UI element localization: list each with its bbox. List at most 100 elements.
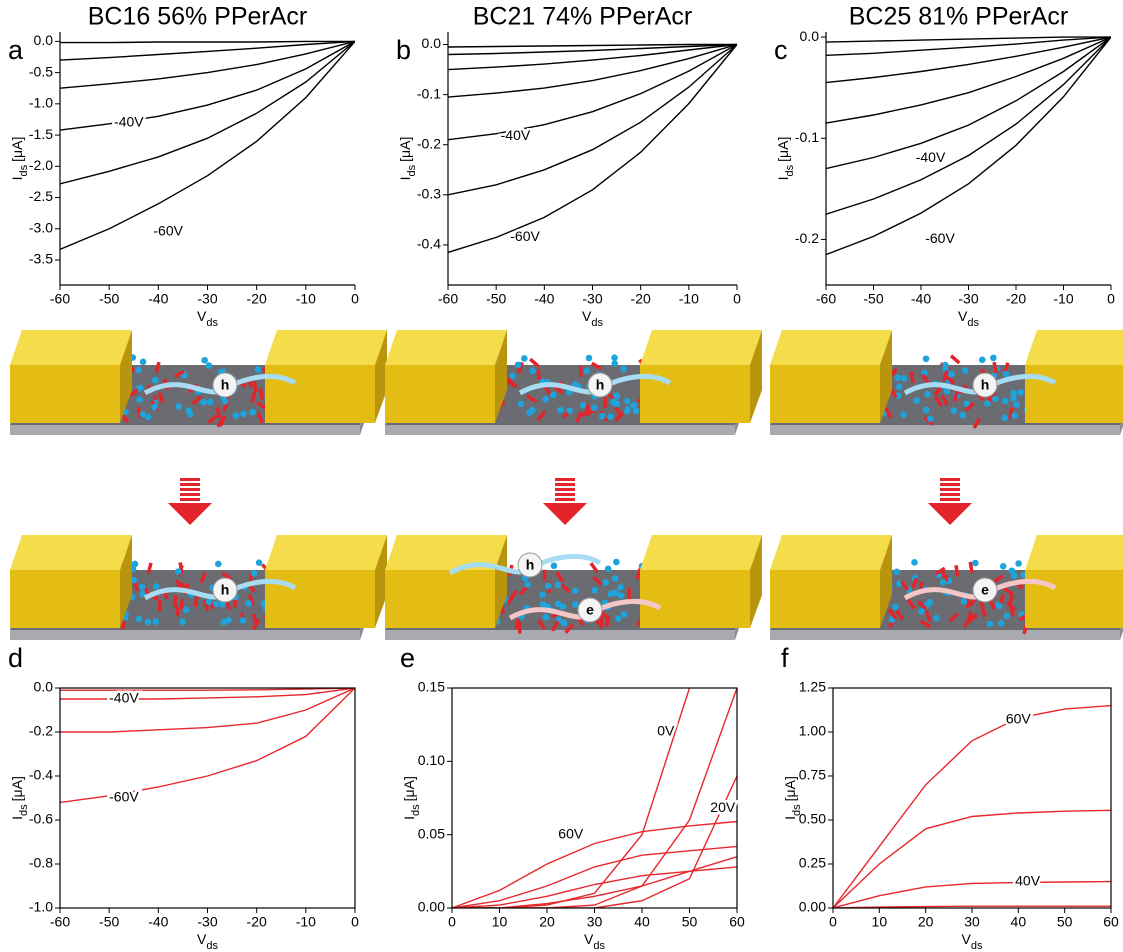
x-tick-label: -20 <box>631 291 651 307</box>
y-label-unit: [μA] <box>9 776 25 801</box>
electrode-front <box>1025 570 1123 628</box>
y-tick-label: 0.10 <box>418 752 445 768</box>
y-tick-label: 0.0 <box>34 679 54 695</box>
x-tick-label: 40 <box>634 914 650 930</box>
y-label-unit: [μA] <box>782 776 798 801</box>
acceptor-domain <box>984 400 991 407</box>
y-tick-label: -0.2 <box>795 230 819 246</box>
data-line <box>60 41 355 88</box>
arrow-stripe <box>180 488 200 491</box>
y-tick-label: 0.15 <box>418 679 445 695</box>
x-tick-label: 50 <box>682 914 698 930</box>
y-tick-label: -2.0 <box>29 157 53 173</box>
y-axis-label: Ids[μA] <box>775 137 796 181</box>
acceptor-domain <box>602 579 609 586</box>
data-line <box>452 822 737 909</box>
y-tick-label: -3.5 <box>29 251 53 267</box>
acceptor-domain <box>959 412 966 419</box>
acceptor-domain <box>621 611 628 618</box>
curve-label: 60V <box>1006 710 1032 726</box>
figure: hhhhhee-60-50-40-30-20-1000.0-0.5-1.0-1.… <box>0 0 1123 952</box>
acceptor-domain <box>179 618 186 625</box>
arrow-stripe <box>180 493 200 496</box>
y-tick-label: -3.0 <box>29 219 53 235</box>
arrow-stripe <box>180 478 200 481</box>
data-line <box>60 41 355 130</box>
x-axis-label: Vds <box>584 931 605 952</box>
acceptor-domain <box>896 383 903 390</box>
y-tick-label: -0.4 <box>29 767 53 783</box>
y-tick-label: 0.00 <box>799 899 826 915</box>
data-line <box>826 37 1111 83</box>
y-tick-label: 0.0 <box>800 28 820 44</box>
data-line <box>452 776 737 908</box>
acceptor-domain <box>612 575 619 582</box>
acceptor-domain <box>900 411 907 418</box>
acceptor-domain <box>207 399 214 406</box>
acceptor-domain <box>586 355 593 362</box>
y-tick-label: 0.00 <box>418 899 445 915</box>
acceptor-domain <box>542 614 549 621</box>
x-label-sub: ds <box>593 940 605 952</box>
x-tick-label: 20 <box>539 914 555 930</box>
x-tick-label: 40 <box>1011 914 1027 930</box>
carrier-label: h <box>221 377 230 393</box>
acceptor-domain <box>515 361 522 368</box>
substrate-front <box>770 630 1120 640</box>
data-line <box>60 41 355 60</box>
device-schematic: h <box>770 330 1123 435</box>
panel-label: c <box>774 35 788 65</box>
x-axis-label: Vds <box>958 308 979 329</box>
x-axis-label: Vds <box>197 308 218 329</box>
data-line <box>60 688 355 802</box>
x-tick-label: -30 <box>197 291 217 307</box>
acceptor-domain <box>136 396 143 403</box>
acceptor-domain <box>560 603 567 610</box>
acceptor-domain <box>551 562 558 569</box>
arrow-stripe <box>940 493 960 496</box>
data-line <box>448 45 737 98</box>
y-tick-label: -0.6 <box>29 811 53 827</box>
acceptor-domain <box>529 407 536 414</box>
acceptor-domain <box>152 377 159 384</box>
acceptor-domain <box>613 393 620 400</box>
carrier-label: e <box>981 582 989 598</box>
acceptor-domain <box>599 413 606 420</box>
x-tick-label: -40 <box>911 291 931 307</box>
electrode-top <box>265 330 387 365</box>
y-tick-label: -0.3 <box>417 186 441 202</box>
y-label-sub: ds <box>18 164 30 176</box>
acceptor-domain <box>555 582 562 589</box>
acceptor-domain <box>175 568 182 575</box>
y-axis-label: Ids[μA] <box>397 137 418 181</box>
acceptor-domain <box>998 620 1005 627</box>
electrode-front <box>1025 365 1123 423</box>
y-tick-label: -0.5 <box>29 63 53 79</box>
x-tick-label: 10 <box>492 914 508 930</box>
y-axis-label: Ids[μA] <box>9 776 30 820</box>
acceptor-domain <box>591 587 598 594</box>
acceptor-domain <box>615 615 622 622</box>
acceptor-domain <box>222 398 229 405</box>
acceptor-domain <box>992 396 999 403</box>
acceptor-domain <box>1010 395 1017 402</box>
acceptor-domain <box>539 591 546 598</box>
x-tick-label: -40 <box>534 291 554 307</box>
curve-label: -60V <box>510 228 540 244</box>
x-tick-label: -10 <box>679 291 699 307</box>
acceptor-domain <box>1003 371 1010 378</box>
acceptor-domain <box>617 584 624 591</box>
electrode-top <box>640 330 762 365</box>
arrow-stripe <box>555 483 575 486</box>
acceptor-domain <box>894 374 901 381</box>
data-line <box>452 846 737 908</box>
curve-label: 0V <box>657 723 675 739</box>
x-label-sub: ds <box>971 940 983 952</box>
electrode-top <box>10 330 132 365</box>
acceptor-domain <box>1000 563 1007 570</box>
x-tick-label: -30 <box>582 291 602 307</box>
y-tick-label: -0.8 <box>29 855 53 871</box>
y-tick-label: 0.0 <box>422 35 442 51</box>
acceptor-domain <box>605 566 612 573</box>
arrow-head <box>543 503 587 525</box>
